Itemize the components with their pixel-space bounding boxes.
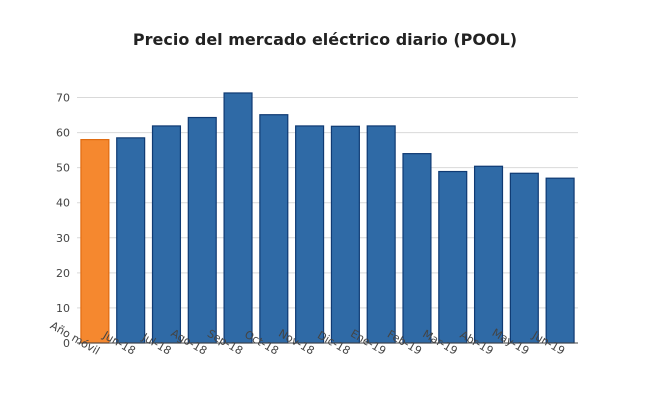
bar-4 xyxy=(223,92,253,344)
bar-9 xyxy=(402,153,432,344)
y-tick-label: 10 xyxy=(56,302,70,315)
y-tick-label: 0 xyxy=(63,337,70,350)
y-tick-label: 60 xyxy=(56,127,70,140)
bars xyxy=(80,92,575,344)
y-tick-label: 40 xyxy=(56,197,70,210)
bar-8 xyxy=(366,125,396,344)
bar-7 xyxy=(330,125,360,344)
bar-10 xyxy=(438,170,468,344)
bar-6 xyxy=(295,125,325,344)
bar-3 xyxy=(187,116,217,344)
y-tick-label: 50 xyxy=(56,162,70,175)
bar-0 xyxy=(80,139,110,344)
chart-title: Precio del mercado eléctrico diario (POO… xyxy=(132,30,518,49)
y-tick-label: 20 xyxy=(56,267,70,280)
bar-13 xyxy=(545,177,575,344)
bar-2 xyxy=(151,125,182,344)
bar-12 xyxy=(509,172,539,344)
y-tick-labels: 0 10 20 30 40 50 60 70 xyxy=(56,92,70,350)
bar-1 xyxy=(116,137,146,344)
y-tick-label: 30 xyxy=(56,232,70,245)
bar-5 xyxy=(259,114,289,344)
bar-11 xyxy=(473,165,504,344)
y-tick-label: 70 xyxy=(56,92,70,105)
